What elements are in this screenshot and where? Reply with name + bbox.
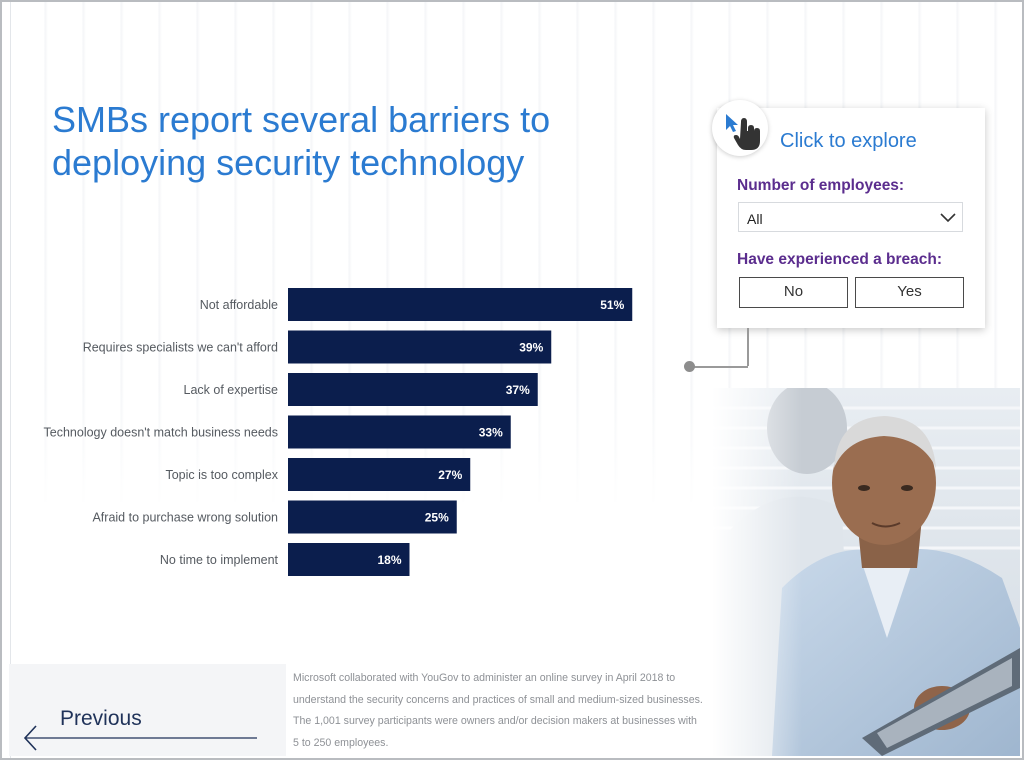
- bar: [288, 373, 538, 406]
- value-label: 27%: [438, 468, 462, 482]
- value-label: 18%: [377, 553, 401, 567]
- page-title-line-1: SMBs report several barriers to: [52, 99, 551, 140]
- breach-no-button[interactable]: No: [739, 277, 848, 308]
- category-label: Topic is too complex: [165, 468, 278, 482]
- page-title-line-2: deploying security technology: [52, 142, 525, 183]
- connector-line: [747, 328, 749, 366]
- bar: [288, 288, 633, 321]
- hand-pointer-icon: [726, 114, 760, 150]
- cursor-badge: [712, 100, 768, 156]
- breach-yes-button[interactable]: Yes: [855, 277, 964, 308]
- previous-arrow-icon[interactable]: [22, 724, 262, 754]
- employees-dropdown[interactable]: All: [738, 202, 963, 232]
- value-label: 33%: [479, 426, 503, 440]
- category-label: Technology doesn't match business needs: [44, 426, 278, 440]
- category-label: Afraid to purchase wrong solution: [92, 511, 278, 525]
- footnote-line: The 1,001 survey participants were owner…: [293, 715, 697, 727]
- footnote-line: 5 to 250 employees.: [293, 736, 389, 749]
- left-edge: [2, 2, 11, 758]
- bar: [288, 500, 457, 534]
- category-label: Not affordable: [200, 298, 278, 312]
- footnote-line: understand the security concerns and pra…: [293, 693, 703, 706]
- bar: [288, 458, 471, 491]
- survey-footnote: Microsoft collaborated with YouGov to ad…: [293, 668, 713, 754]
- value-label: 39%: [519, 341, 543, 355]
- value-label: 51%: [600, 298, 624, 312]
- explore-heading: Click to explore: [780, 130, 917, 152]
- value-label: 37%: [506, 383, 530, 397]
- category-label: Requires specialists we can't afford: [83, 341, 278, 355]
- bar: [288, 415, 511, 449]
- value-label: 25%: [425, 511, 449, 525]
- chevron-down-icon: [940, 213, 956, 223]
- bar: [288, 543, 410, 576]
- footnote-line: Microsoft collaborated with YouGov to ad…: [293, 672, 676, 684]
- connector-dot: [684, 361, 695, 372]
- connector-line: [690, 366, 748, 368]
- category-label: No time to implement: [160, 553, 279, 567]
- employees-dropdown-value: All: [747, 211, 763, 227]
- footer-nav-area: [9, 664, 286, 756]
- previous-label[interactable]: Previous: [60, 707, 142, 730]
- category-label: Lack of expertise: [184, 383, 279, 397]
- breach-label: Have experienced a breach:: [737, 251, 943, 268]
- bar: [288, 330, 552, 364]
- barriers-bar-chart: Not affordable 51% Requires specialists we…: [44, 288, 633, 576]
- businessman-photo: [712, 388, 1020, 756]
- employees-label: Number of employees:: [737, 177, 905, 194]
- page-title: SMBs report several barriers to deployin…: [52, 98, 652, 184]
